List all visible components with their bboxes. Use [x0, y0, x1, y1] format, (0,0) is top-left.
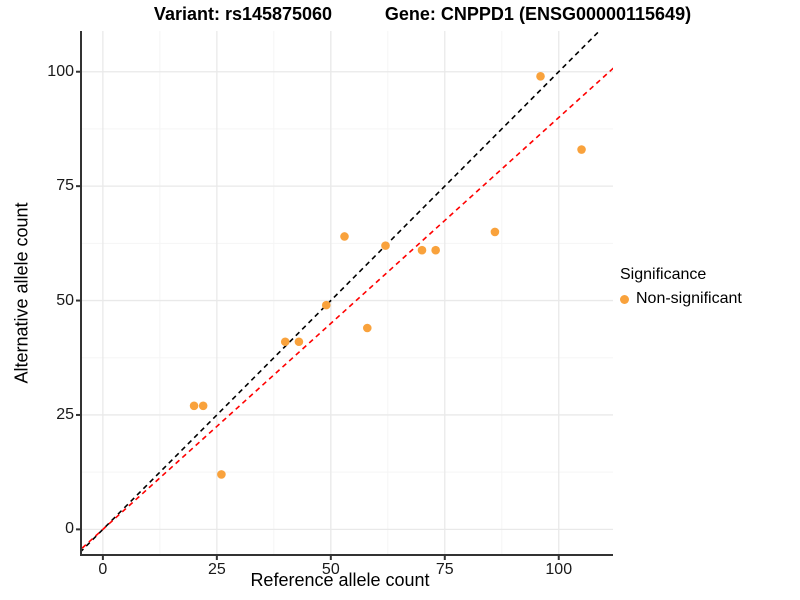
x-tick-label: 75 — [435, 561, 454, 578]
y-axis-title: Alternative allele count — [11, 202, 32, 384]
x-tick-label: 100 — [545, 561, 573, 578]
y-tick-label: 75 — [56, 177, 74, 195]
legend-entry-label: Non-significant — [636, 290, 742, 307]
identity-line — [81, 31, 601, 553]
legend-point-icon — [620, 294, 629, 304]
gene-title: Gene: CNPPD1 (ENSG00000115649) — [384, 4, 692, 24]
data-point — [417, 245, 427, 255]
fit-line — [81, 67, 613, 551]
y-tick-label: 25 — [56, 405, 74, 423]
x-tick-label: 25 — [207, 561, 226, 578]
data-point — [280, 337, 290, 347]
legend-title: Significance — [620, 266, 707, 283]
data-point — [381, 241, 390, 250]
y-tick-label: 100 — [47, 62, 74, 80]
data-point — [217, 470, 226, 479]
data-point — [189, 401, 199, 411]
x-axis-title: Reference allele count — [250, 570, 430, 590]
data-point — [431, 245, 440, 255]
y-tick-label: 50 — [56, 291, 74, 309]
x-tick-label: 50 — [321, 561, 340, 578]
data-point — [362, 323, 372, 333]
x-tick-label: 0 — [98, 561, 108, 578]
data-point — [536, 72, 545, 81]
data-point — [577, 145, 586, 154]
data-point — [321, 300, 331, 310]
variant-title: Variant: rs145875060 — [153, 4, 333, 24]
legend: Significance Non-significant — [620, 266, 742, 308]
y-tick-label: 0 — [65, 520, 74, 538]
data-point — [198, 401, 208, 411]
data-point — [490, 227, 500, 237]
legend-entry: Non-significant — [620, 290, 742, 308]
data-point — [340, 232, 349, 241]
data-point — [294, 337, 304, 347]
